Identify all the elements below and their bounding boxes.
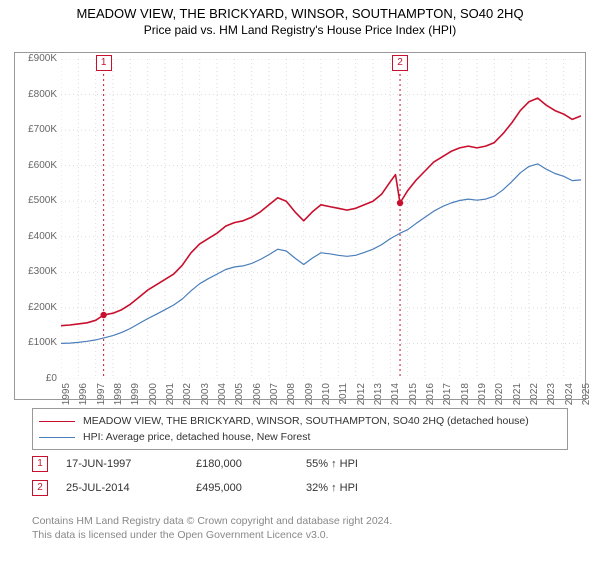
sale-date: 25-JUL-2014 [66, 482, 196, 494]
x-tick-label: 2000 [148, 383, 159, 411]
x-tick-label: 2019 [477, 383, 488, 411]
sale-date: 17-JUN-1997 [66, 458, 196, 470]
y-tick-label: £700K [17, 124, 57, 135]
x-tick-label: 2013 [373, 383, 384, 411]
legend-row-price_paid: MEADOW VIEW, THE BRICKYARD, WINSOR, SOUT… [39, 413, 561, 429]
sale-diff: 32% ↑ HPI [306, 482, 358, 494]
sale-price: £495,000 [196, 482, 306, 494]
y-tick-label: £0 [17, 373, 57, 384]
y-tick-label: £800K [17, 89, 57, 100]
footer-text: Contains HM Land Registry data © Crown c… [32, 514, 568, 542]
x-tick-label: 1996 [78, 383, 89, 411]
plot-area [61, 59, 581, 379]
x-tick-label: 2021 [512, 383, 523, 411]
x-tick-label: 2007 [269, 383, 280, 411]
x-tick-label: 1995 [61, 383, 72, 411]
x-tick-label: 1997 [96, 383, 107, 411]
x-tick-label: 2022 [529, 383, 540, 411]
x-tick-label: 2012 [356, 383, 367, 411]
y-tick-label: £200K [17, 302, 57, 313]
sale-marker-2: 2 [392, 55, 408, 71]
x-tick-label: 2017 [442, 383, 453, 411]
sale-row-2: 2 25-JUL-2014£495,00032% ↑ HPI [32, 480, 568, 496]
x-tick-label: 2016 [425, 383, 436, 411]
x-tick-label: 2015 [408, 383, 419, 411]
legend-box: MEADOW VIEW, THE BRICKYARD, WINSOR, SOUT… [32, 408, 568, 450]
x-tick-label: 1998 [113, 383, 124, 411]
x-tick-label: 2009 [304, 383, 315, 411]
chart-container: £0 £100K £200K £300K £400K £500K £600K £700K £80… [14, 52, 586, 400]
x-tick-label: 2005 [234, 383, 245, 411]
x-tick-label: 2004 [217, 383, 228, 411]
legend-label: MEADOW VIEW, THE BRICKYARD, WINSOR, SOUT… [83, 415, 529, 427]
sale-row-marker: 1 [32, 456, 48, 472]
x-tick-label: 2008 [286, 383, 297, 411]
y-tick-label: £400K [17, 231, 57, 242]
y-tick-label: £100K [17, 337, 57, 348]
y-tick-label: £900K [17, 53, 57, 64]
x-tick-label: 2010 [321, 383, 332, 411]
x-tick-label: 1999 [130, 383, 141, 411]
x-tick-label: 2025 [581, 383, 592, 411]
sale-price: £180,000 [196, 458, 306, 470]
x-tick-label: 2024 [564, 383, 575, 411]
x-tick-label: 2002 [182, 383, 193, 411]
x-tick-label: 2001 [165, 383, 176, 411]
page-subtitle: Price paid vs. HM Land Registry's House … [0, 23, 600, 37]
y-tick-label: £300K [17, 266, 57, 277]
footer-line-1: Contains HM Land Registry data © Crown c… [32, 514, 568, 528]
footer-line-2: This data is licensed under the Open Gov… [32, 528, 568, 542]
legend-row-hpi: HPI: Average price, detached house, New … [39, 429, 561, 445]
sale-diff: 55% ↑ HPI [306, 458, 358, 470]
chart-svg [61, 59, 581, 379]
x-tick-label: 2018 [460, 383, 471, 411]
sale-marker-1: 1 [96, 55, 112, 71]
y-tick-label: £500K [17, 195, 57, 206]
legend-swatch [39, 437, 75, 438]
y-tick-label: £600K [17, 160, 57, 171]
sale-row-1: 1 17-JUN-1997£180,00055% ↑ HPI [32, 456, 568, 472]
x-tick-label: 2014 [390, 383, 401, 411]
x-tick-label: 2003 [200, 383, 211, 411]
x-tick-label: 2020 [494, 383, 505, 411]
x-tick-label: 2011 [338, 383, 349, 411]
legend-swatch [39, 421, 75, 422]
sale-row-marker: 2 [32, 480, 48, 496]
x-tick-label: 2006 [252, 383, 263, 411]
x-tick-label: 2023 [546, 383, 557, 411]
page-title: MEADOW VIEW, THE BRICKYARD, WINSOR, SOUT… [0, 6, 600, 21]
legend-label: HPI: Average price, detached house, New … [83, 431, 310, 443]
